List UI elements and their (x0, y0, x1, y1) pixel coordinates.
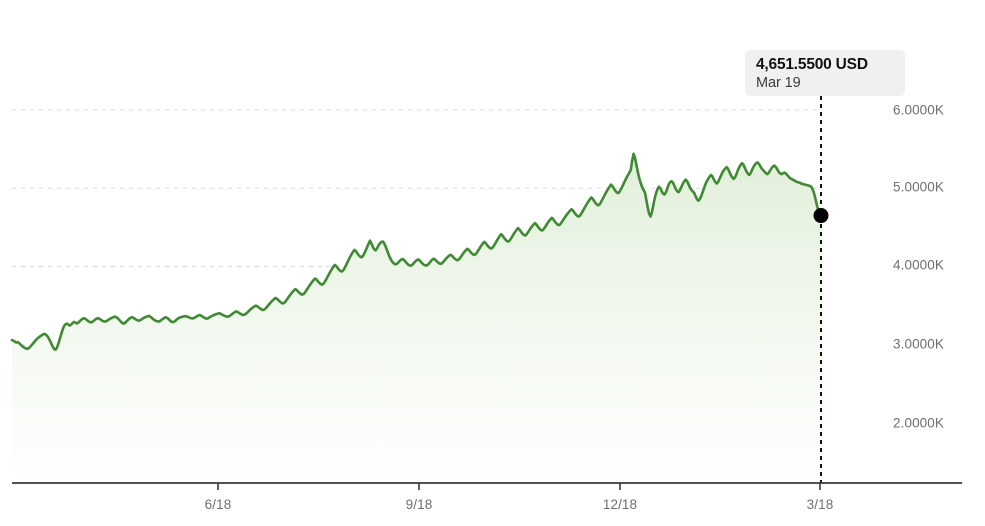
y-axis-label-3000: 3.0000K (893, 336, 944, 352)
x-axis-ticks (217, 483, 821, 490)
y-axis-label-4000: 4.0000K (893, 257, 944, 273)
y-axis-label-2000: 2.0000K (893, 415, 944, 431)
tooltip-value: 4,651.5500 USD (756, 56, 868, 73)
x-axis-label-dec: 12/18 (602, 497, 638, 512)
area-fill (12, 153, 821, 483)
value-tooltip: 4,651.5500 USD Mar 19 (745, 50, 905, 96)
tooltip-date: Mar 19 (756, 75, 801, 91)
x-axis-label-mar: 3/18 (806, 497, 834, 512)
y-axis-label-5000: 5.0000K (893, 179, 944, 195)
value-marker-dot[interactable] (813, 208, 829, 224)
x-axis-label-jun: 6/18 (204, 497, 232, 512)
y-axis-label-6000: 6.0000K (893, 102, 944, 118)
x-axis-label-sep: 9/18 (405, 497, 433, 512)
price-line (10, 152, 823, 351)
